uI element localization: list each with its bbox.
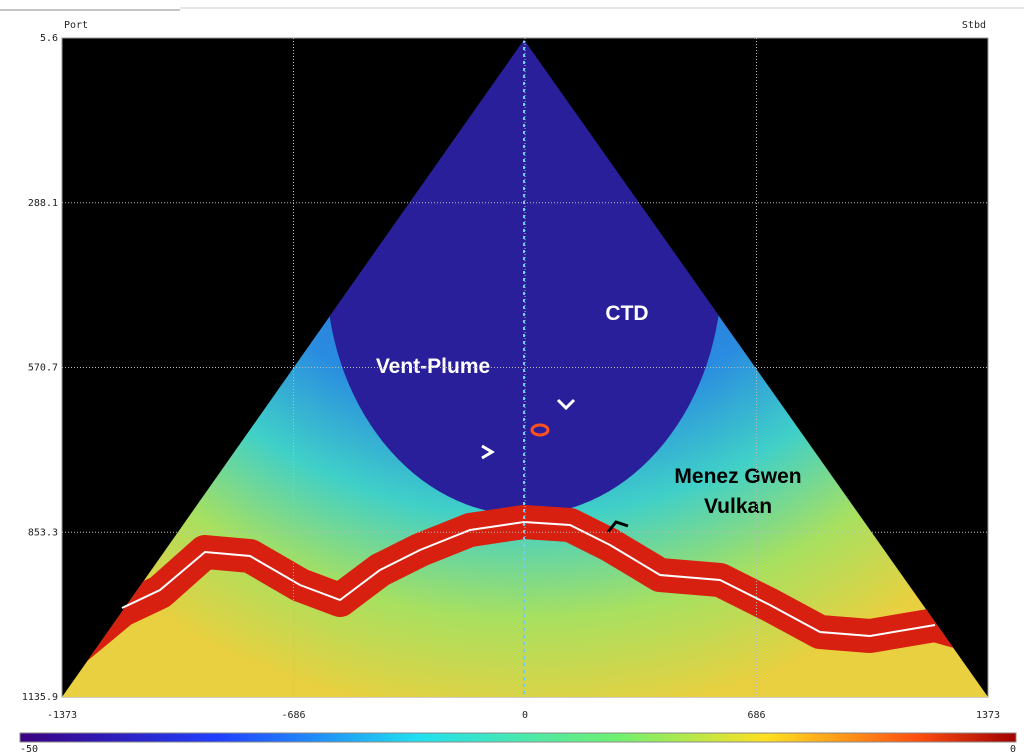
y-tick-label: 288.1 (28, 198, 58, 209)
colorbar-min: -50 (20, 744, 38, 753)
sonar-display: CTD Vent-Plume Menez Gwen Vulkan Port St… (0, 0, 1024, 753)
x-tick-label: -1373 (47, 710, 77, 721)
y-tick-label: 1135.9 (22, 692, 58, 703)
annotation: Vulkan (704, 495, 772, 518)
annotation: Vent-Plume (376, 355, 490, 378)
annotation: CTD (605, 302, 648, 325)
y-tick-label: 5.6 (40, 33, 58, 44)
colorbar-max: 0 (1010, 744, 1016, 753)
stbd-label: Stbd (962, 20, 986, 31)
x-tick-label: 686 (747, 710, 765, 721)
x-tick-label: -686 (281, 710, 305, 721)
port-label: Port (64, 20, 88, 31)
y-tick-label: 853.3 (28, 527, 58, 538)
colorbar (20, 733, 1016, 742)
x-tick-label: 0 (522, 710, 528, 721)
x-tick-label: 1373 (976, 710, 1000, 721)
y-tick-label: 570.7 (28, 363, 58, 374)
annotation: Menez Gwen (674, 465, 801, 488)
